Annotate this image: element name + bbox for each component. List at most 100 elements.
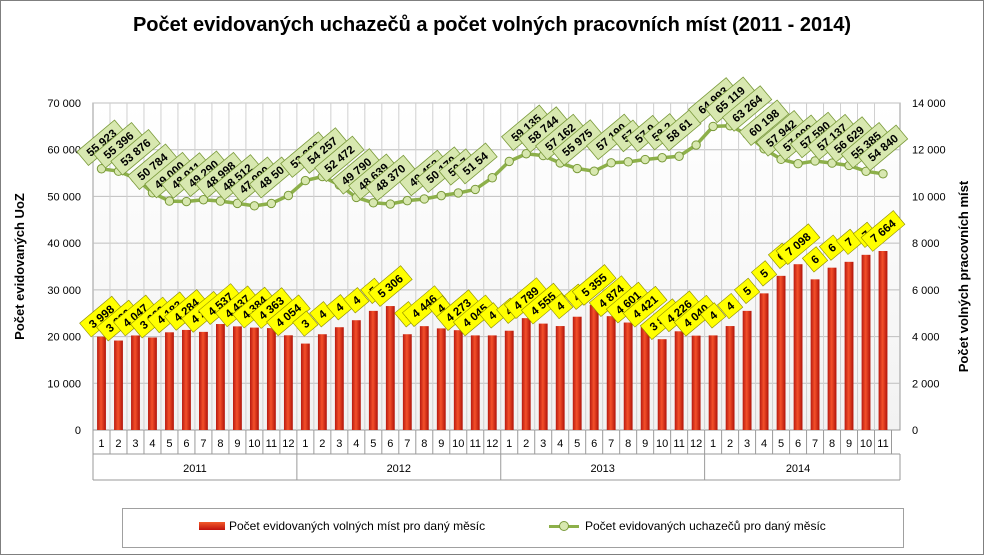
bar bbox=[623, 322, 633, 430]
line-data-label-box bbox=[857, 124, 909, 172]
x-month-label: 4 bbox=[149, 438, 155, 450]
line-point bbox=[691, 140, 701, 150]
bar bbox=[742, 310, 752, 430]
bar bbox=[436, 328, 446, 430]
x-month-label: 7 bbox=[404, 438, 410, 450]
bar bbox=[861, 254, 871, 430]
line-point bbox=[810, 156, 820, 166]
x-month-label: 7 bbox=[608, 438, 614, 450]
bar bbox=[419, 326, 429, 430]
x-month-label: 2 bbox=[523, 438, 529, 450]
chart-title: Počet evidovaných uchazečů a počet volný… bbox=[132, 14, 852, 36]
line-point bbox=[487, 173, 497, 183]
x-year-label: 2012 bbox=[387, 463, 411, 475]
y-left-tick-label: 60 000 bbox=[47, 145, 81, 157]
y-right-tick-label: 10 000 bbox=[912, 191, 946, 203]
bar-data-label-box bbox=[402, 285, 447, 327]
bar bbox=[232, 326, 242, 430]
bar bbox=[114, 340, 123, 430]
x-month-label: 1 bbox=[710, 438, 716, 450]
bar-data-label: 4 bbox=[547, 292, 574, 320]
bar bbox=[691, 335, 701, 430]
legend: Počet evidovaných volných míst pro daný … bbox=[122, 508, 904, 548]
bar-data-label-box bbox=[700, 302, 727, 329]
line-point bbox=[283, 190, 294, 201]
bar-data-label-box bbox=[292, 310, 319, 337]
x-month-label: 9 bbox=[438, 438, 444, 450]
line-data-label-box bbox=[365, 154, 416, 202]
y-right-tick-label: 12 000 bbox=[912, 145, 946, 157]
bar bbox=[793, 264, 803, 430]
line-point bbox=[453, 188, 463, 198]
legend-line-swatch bbox=[549, 521, 579, 531]
x-month-label: 10 bbox=[860, 438, 872, 450]
bar bbox=[97, 336, 106, 430]
bar bbox=[606, 316, 616, 430]
legend-item-bars: Počet evidovaných volných míst pro daný … bbox=[199, 519, 485, 533]
bar bbox=[572, 316, 582, 430]
line-point bbox=[708, 121, 718, 132]
x-month-label: 8 bbox=[217, 438, 223, 450]
x-year-label: 2011 bbox=[183, 463, 207, 475]
bar-data-label: 3 bbox=[292, 310, 319, 337]
x-month-label: 8 bbox=[421, 438, 427, 450]
bar bbox=[725, 326, 735, 430]
x-month-label: 2 bbox=[115, 438, 121, 450]
bar bbox=[470, 335, 480, 430]
legend-label-bars: Počet evidovaných volných míst pro daný … bbox=[229, 519, 486, 533]
line-point bbox=[657, 153, 667, 163]
x-month-label: 12 bbox=[282, 438, 294, 450]
bar-data-label: 5 bbox=[733, 277, 761, 304]
legend-bar-swatch bbox=[199, 522, 225, 530]
x-month-label: 4 bbox=[761, 438, 767, 450]
bar-data-label: 4 bbox=[700, 302, 727, 329]
line-point bbox=[623, 157, 633, 167]
bar bbox=[827, 267, 837, 430]
bar-data-label-box bbox=[673, 294, 719, 337]
line-data-label-box bbox=[452, 142, 498, 185]
bar bbox=[402, 334, 412, 430]
bar-data-label: 6 bbox=[801, 246, 829, 273]
bar-data-label-box bbox=[368, 265, 413, 307]
bar-data-label-box bbox=[860, 210, 906, 252]
y-left-tick-label: 20 000 bbox=[47, 332, 81, 344]
line-data-label-box bbox=[110, 129, 161, 176]
y-left-tick-label: 50 000 bbox=[47, 191, 81, 203]
y-left-tick-label: 30 000 bbox=[47, 285, 81, 297]
bar bbox=[165, 332, 174, 430]
line-point bbox=[640, 154, 650, 165]
x-month-label: 11 bbox=[877, 438, 888, 450]
line-point bbox=[419, 194, 429, 204]
x-month-label: 10 bbox=[452, 438, 464, 450]
line-point bbox=[572, 163, 582, 174]
bar bbox=[640, 326, 650, 430]
bar bbox=[283, 335, 293, 430]
bar bbox=[776, 275, 786, 430]
x-month-label: 3 bbox=[744, 438, 750, 450]
line-point bbox=[96, 164, 107, 174]
x-month-label: 5 bbox=[370, 438, 376, 450]
line-point bbox=[198, 195, 209, 205]
y-left-axis-title: Počet evidovaných UoZ bbox=[12, 193, 27, 340]
bar bbox=[182, 329, 191, 430]
bar bbox=[453, 330, 463, 430]
bar-data-label: 5 bbox=[750, 260, 778, 287]
bar bbox=[334, 327, 344, 430]
bar-data-label: 4 bbox=[717, 292, 744, 320]
x-month-label: 12 bbox=[486, 438, 498, 450]
bar bbox=[708, 335, 718, 430]
x-month-label: 1 bbox=[506, 438, 512, 450]
line-point bbox=[249, 201, 260, 211]
x-month-label: 6 bbox=[387, 438, 393, 450]
line-point bbox=[266, 198, 277, 209]
y-right-tick-label: 0 bbox=[912, 425, 918, 437]
line-point bbox=[232, 198, 243, 209]
bar bbox=[657, 339, 667, 430]
y-right-tick-label: 4 000 bbox=[912, 332, 940, 344]
x-month-label: 10 bbox=[248, 438, 260, 450]
x-month-label: 6 bbox=[183, 438, 189, 450]
x-month-label: 2 bbox=[727, 438, 733, 450]
x-month-label: 9 bbox=[234, 438, 240, 450]
bar bbox=[844, 261, 854, 430]
bar bbox=[555, 326, 565, 430]
